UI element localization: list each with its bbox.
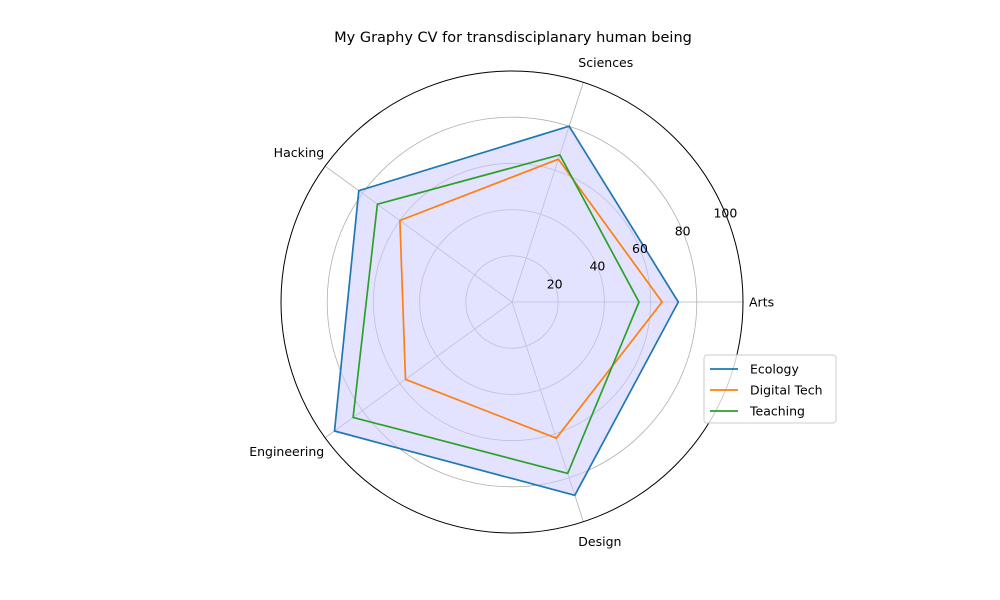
series-fill-0 bbox=[334, 126, 679, 496]
tick-label-100: 100 bbox=[713, 206, 737, 221]
legend-label-2: Teaching bbox=[749, 404, 805, 419]
category-label-sciences: Sciences bbox=[578, 55, 633, 70]
polar-frame bbox=[280, 70, 744, 534]
tick-label-80: 80 bbox=[675, 223, 691, 238]
category-label-design: Design bbox=[578, 534, 621, 549]
series-line-2 bbox=[352, 153, 640, 475]
tick-label-60: 60 bbox=[632, 241, 648, 256]
legend-label-0: Ecology bbox=[750, 362, 799, 377]
category-label-arts: Arts bbox=[749, 295, 774, 310]
tick-label-40: 40 bbox=[589, 259, 605, 274]
category-label-hacking: Hacking bbox=[274, 145, 325, 160]
category-label-engineering: Engineering bbox=[249, 444, 324, 459]
legend: Ecology Digital Tech Teaching bbox=[703, 354, 837, 424]
legend-label-1: Digital Tech bbox=[750, 383, 823, 398]
legend-box bbox=[703, 354, 837, 424]
category-labels: Arts Sciences Hacking Engineering Design bbox=[249, 55, 774, 549]
series-line-0 bbox=[333, 125, 680, 497]
series-lines bbox=[333, 125, 680, 497]
radial-tick-labels: 20 40 60 80 100 bbox=[547, 206, 738, 292]
series-fills bbox=[334, 126, 679, 496]
chart-title: My Graphy CV for transdisciplanary human… bbox=[334, 30, 692, 46]
tick-label-20: 20 bbox=[547, 276, 563, 291]
